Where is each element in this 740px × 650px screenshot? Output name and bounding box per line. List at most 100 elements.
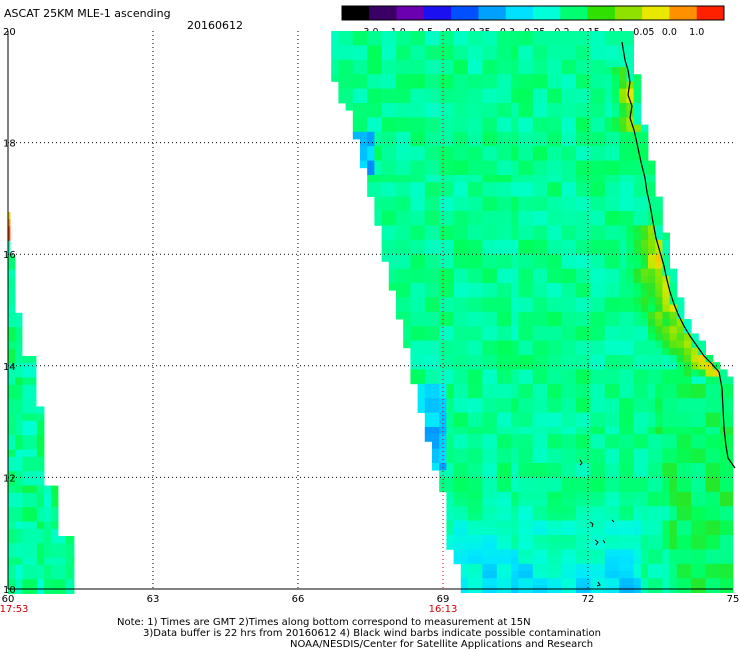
swath-cell xyxy=(525,520,534,529)
swath-cell xyxy=(439,182,447,190)
swath-cell xyxy=(424,88,433,97)
swath-cell xyxy=(561,506,570,514)
swath-cell xyxy=(583,117,591,125)
swath-cell xyxy=(604,45,613,53)
swath-cell xyxy=(504,182,512,190)
swath-cell xyxy=(496,419,505,428)
swath-cell xyxy=(554,88,562,97)
swath-cell xyxy=(626,38,634,46)
swath-cell xyxy=(662,333,670,341)
swath-cell xyxy=(568,578,577,586)
swath-cell xyxy=(612,304,620,313)
swath-cell xyxy=(662,362,670,370)
swath-cell xyxy=(525,175,534,183)
swath-cell xyxy=(432,45,440,53)
swath-cell xyxy=(698,491,706,500)
swath-cell xyxy=(367,95,375,104)
swath-cell xyxy=(633,535,642,543)
swath-cell xyxy=(482,391,490,399)
swath-cell xyxy=(525,563,534,572)
swath-cell xyxy=(648,527,656,536)
swath-cell xyxy=(583,477,591,485)
swath-cell xyxy=(525,117,534,125)
swath-cell xyxy=(633,182,642,190)
swath-cell xyxy=(554,103,562,111)
swath-cell xyxy=(640,376,649,385)
swath-cell xyxy=(648,542,656,550)
swath-cell xyxy=(590,182,598,190)
swath-cell xyxy=(496,225,505,233)
swath-cell xyxy=(460,211,469,219)
swath-cell xyxy=(36,557,45,566)
swath-cell xyxy=(22,550,30,558)
swath-cell xyxy=(604,52,613,61)
swath-cell xyxy=(626,398,634,406)
swath-cell xyxy=(410,247,418,255)
swath-cell xyxy=(655,427,663,435)
swath-cell xyxy=(597,527,606,536)
swath-cell xyxy=(439,427,447,435)
swath-cell xyxy=(504,319,512,327)
swath-cell xyxy=(576,556,584,565)
swath-cell xyxy=(626,376,634,385)
swath-cell xyxy=(633,239,642,248)
swath-cell xyxy=(648,506,656,514)
swath-cell xyxy=(468,448,476,457)
swath-cell xyxy=(648,369,656,377)
swath-cell xyxy=(655,283,663,291)
swath-cell xyxy=(626,304,634,313)
swath-cell xyxy=(489,239,498,248)
swath-cell xyxy=(619,470,627,478)
swath-cell xyxy=(583,578,591,586)
swath-cell xyxy=(29,492,38,501)
swath-cell xyxy=(489,74,498,82)
swath-cell xyxy=(684,470,692,478)
swath-cell xyxy=(396,247,404,255)
swath-cell xyxy=(525,571,534,579)
swath-cell xyxy=(439,463,447,471)
swath-cell xyxy=(388,218,397,226)
swath-cell xyxy=(453,211,462,219)
swath-cell xyxy=(417,261,426,269)
swath-cell xyxy=(460,319,469,327)
swath-cell xyxy=(511,67,519,75)
swath-cell xyxy=(619,455,627,464)
swath-cell xyxy=(576,520,584,529)
swath-cell xyxy=(525,131,534,140)
swath-cell xyxy=(583,491,591,500)
swath-cell xyxy=(669,434,678,442)
swath-cell xyxy=(432,369,440,377)
swath-cell xyxy=(8,464,16,472)
swath-cell xyxy=(640,441,649,449)
swath-cell xyxy=(583,391,591,399)
swath-cell xyxy=(453,383,462,392)
swath-cell xyxy=(626,347,634,356)
swath-cell xyxy=(619,491,627,500)
swath-cell xyxy=(698,527,706,536)
swath-cell xyxy=(604,340,613,349)
swath-cell xyxy=(482,304,490,313)
swath-cell xyxy=(568,319,577,327)
swath-cell xyxy=(540,67,548,75)
swath-cell xyxy=(525,67,534,75)
swath-cell xyxy=(439,160,447,169)
india-coastline xyxy=(621,41,736,469)
swath-cell xyxy=(475,513,483,521)
swath-cell xyxy=(482,81,490,89)
swath-cell xyxy=(540,45,548,53)
swath-cell xyxy=(561,448,570,457)
y-tick-label: 18 xyxy=(3,139,16,150)
swath-cell xyxy=(684,484,692,493)
swath-cell xyxy=(583,153,591,161)
swath-cell xyxy=(8,456,16,465)
swath-cell xyxy=(504,45,512,53)
swath-cell xyxy=(511,182,519,190)
swath-cell xyxy=(525,369,534,377)
swath-cell xyxy=(612,95,620,104)
swath-cell xyxy=(532,31,541,39)
swath-cell xyxy=(590,275,598,284)
swath-cell xyxy=(633,175,642,183)
swath-cell xyxy=(396,45,404,53)
swath-cell xyxy=(511,535,519,543)
swath-cell xyxy=(626,290,634,298)
